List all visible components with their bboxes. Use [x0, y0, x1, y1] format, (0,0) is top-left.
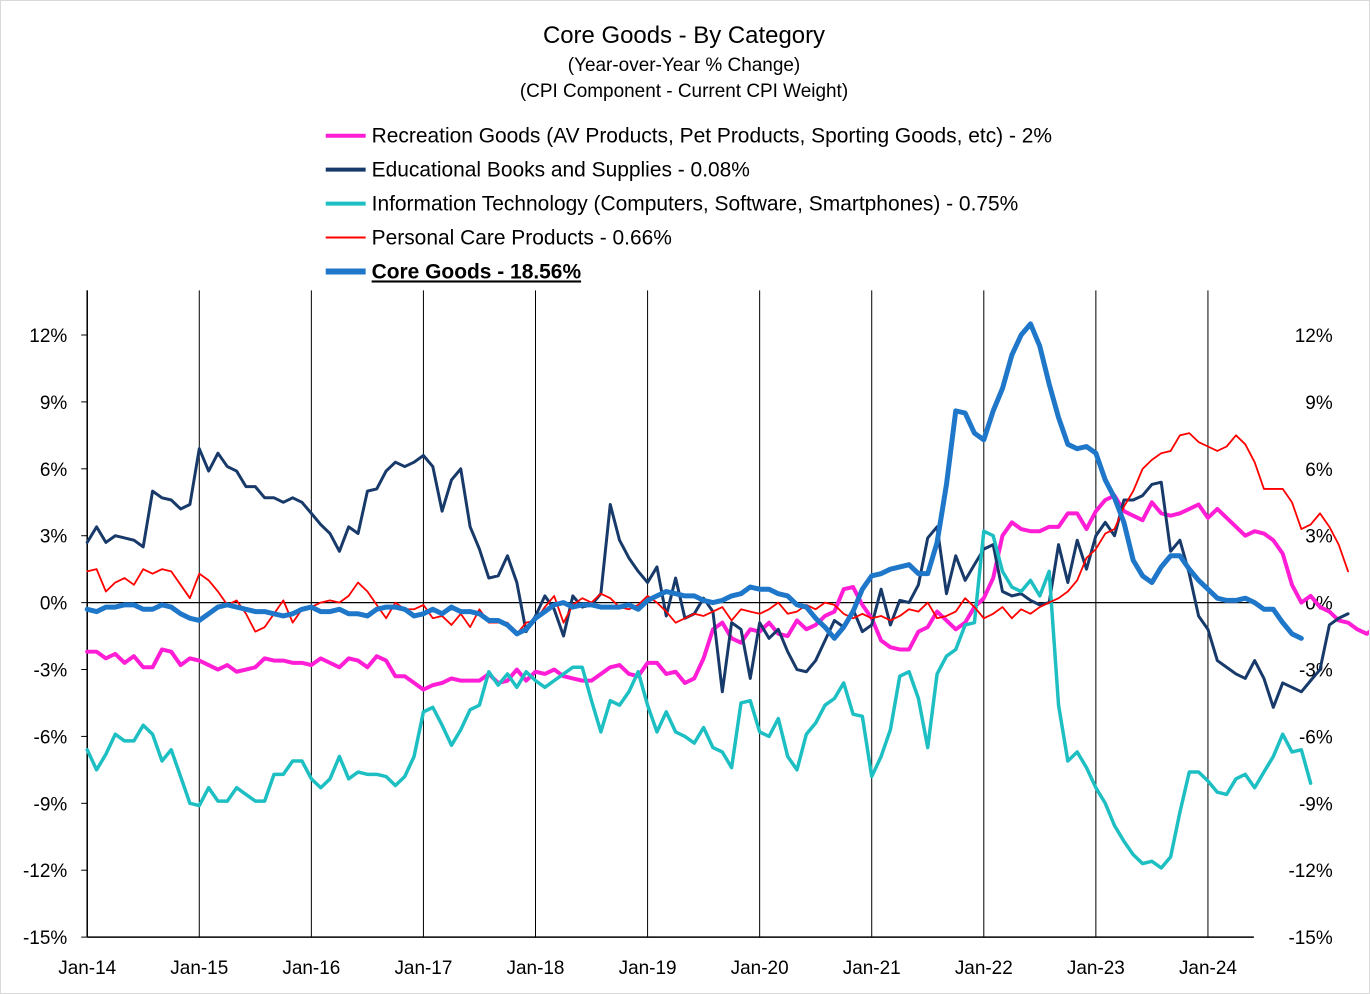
legend-label-information-technology: Information Technology (Computers, Softw…: [372, 193, 1019, 216]
legend-label-educational-books: Educational Books and Supplies - 0.08%: [372, 159, 750, 182]
legend: Recreation Goods (AV Products, Pet Produ…: [325, 125, 1052, 283]
series-line-personal-care: [86, 432, 1349, 635]
legend-label-personal-care: Personal Care Products - 0.66%: [372, 227, 672, 250]
axes: 12% 12%9% 9%6% 6%3% 3%0% 0%-3% -3%-6% -6%-9% -9%…: [23, 290, 1333, 979]
chart-titles: Core Goods - By Category (Year-over-Year…: [520, 22, 848, 102]
chart-title: Core Goods - By Category: [543, 22, 825, 49]
y-tick-label-right: 12%: [1295, 326, 1333, 347]
y-tick-label-right: 9%: [1305, 393, 1333, 414]
x-tick-label: Jan-16: [282, 958, 340, 979]
y-tick-label-left: 12%: [29, 326, 67, 347]
y-tick-label-left: 9%: [40, 393, 68, 414]
y-tick-label-right: -6%: [1299, 727, 1333, 748]
series-line-educational-books: [85, 447, 1350, 709]
y-tick-label-left: 6%: [40, 460, 68, 481]
x-tick-label: Jan-23: [1067, 958, 1125, 979]
x-tick-label: Jan-17: [394, 958, 452, 979]
x-tick-label: Jan-14: [58, 958, 116, 979]
x-tick-label: Jan-20: [731, 958, 789, 979]
series-line-information-technology: [85, 529, 1313, 870]
series-line-recreation-goods: [85, 493, 1369, 692]
y-tick-label-left: -6%: [34, 727, 68, 748]
y-tick-label-right: -15%: [1288, 928, 1332, 949]
y-tick-label-right: -9%: [1299, 794, 1333, 815]
x-tick-label: Jan-21: [843, 958, 901, 979]
x-tick-label: Jan-18: [507, 958, 565, 979]
x-tick-label: Jan-15: [170, 958, 228, 979]
y-tick-label-left: -3%: [34, 661, 68, 682]
x-tick-label: Jan-24: [1179, 958, 1237, 979]
y-tick-label-left: -9%: [34, 794, 68, 815]
y-tick-label-left: -12%: [23, 861, 67, 882]
plot-lines: [84, 321, 1369, 870]
chart-subtitle-2: (CPI Component - Current CPI Weight): [520, 81, 848, 102]
x-tick-label: Jan-19: [619, 958, 677, 979]
legend-label-recreation-goods: Recreation Goods (AV Products, Pet Produ…: [372, 125, 1052, 148]
legend-label-core-goods: Core Goods - 18.56%: [372, 260, 582, 283]
y-tick-label-left: 0%: [40, 594, 68, 615]
y-tick-label-right: 3%: [1305, 527, 1333, 548]
series-line-core-goods: [84, 321, 1304, 641]
chart-subtitle-1: (Year-over-Year % Change): [568, 55, 800, 76]
y-tick-label-right: -12%: [1288, 861, 1332, 882]
y-tick-label-left: 3%: [40, 527, 68, 548]
y-tick-label-left: -15%: [23, 928, 67, 949]
x-tick-label: Jan-22: [955, 958, 1013, 979]
y-tick-label-right: -3%: [1299, 661, 1333, 682]
y-tick-label-right: 6%: [1305, 460, 1333, 481]
